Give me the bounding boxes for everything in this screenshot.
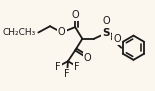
Text: O: O: [71, 10, 79, 20]
Text: F: F: [55, 62, 61, 72]
Text: F: F: [74, 62, 80, 72]
Text: O: O: [113, 34, 121, 44]
Text: F: F: [64, 69, 70, 79]
Text: O: O: [58, 27, 66, 37]
Text: O: O: [103, 16, 110, 26]
Text: O: O: [84, 53, 91, 63]
Text: CH₂CH₃: CH₂CH₃: [2, 28, 36, 37]
Text: S: S: [102, 28, 109, 38]
